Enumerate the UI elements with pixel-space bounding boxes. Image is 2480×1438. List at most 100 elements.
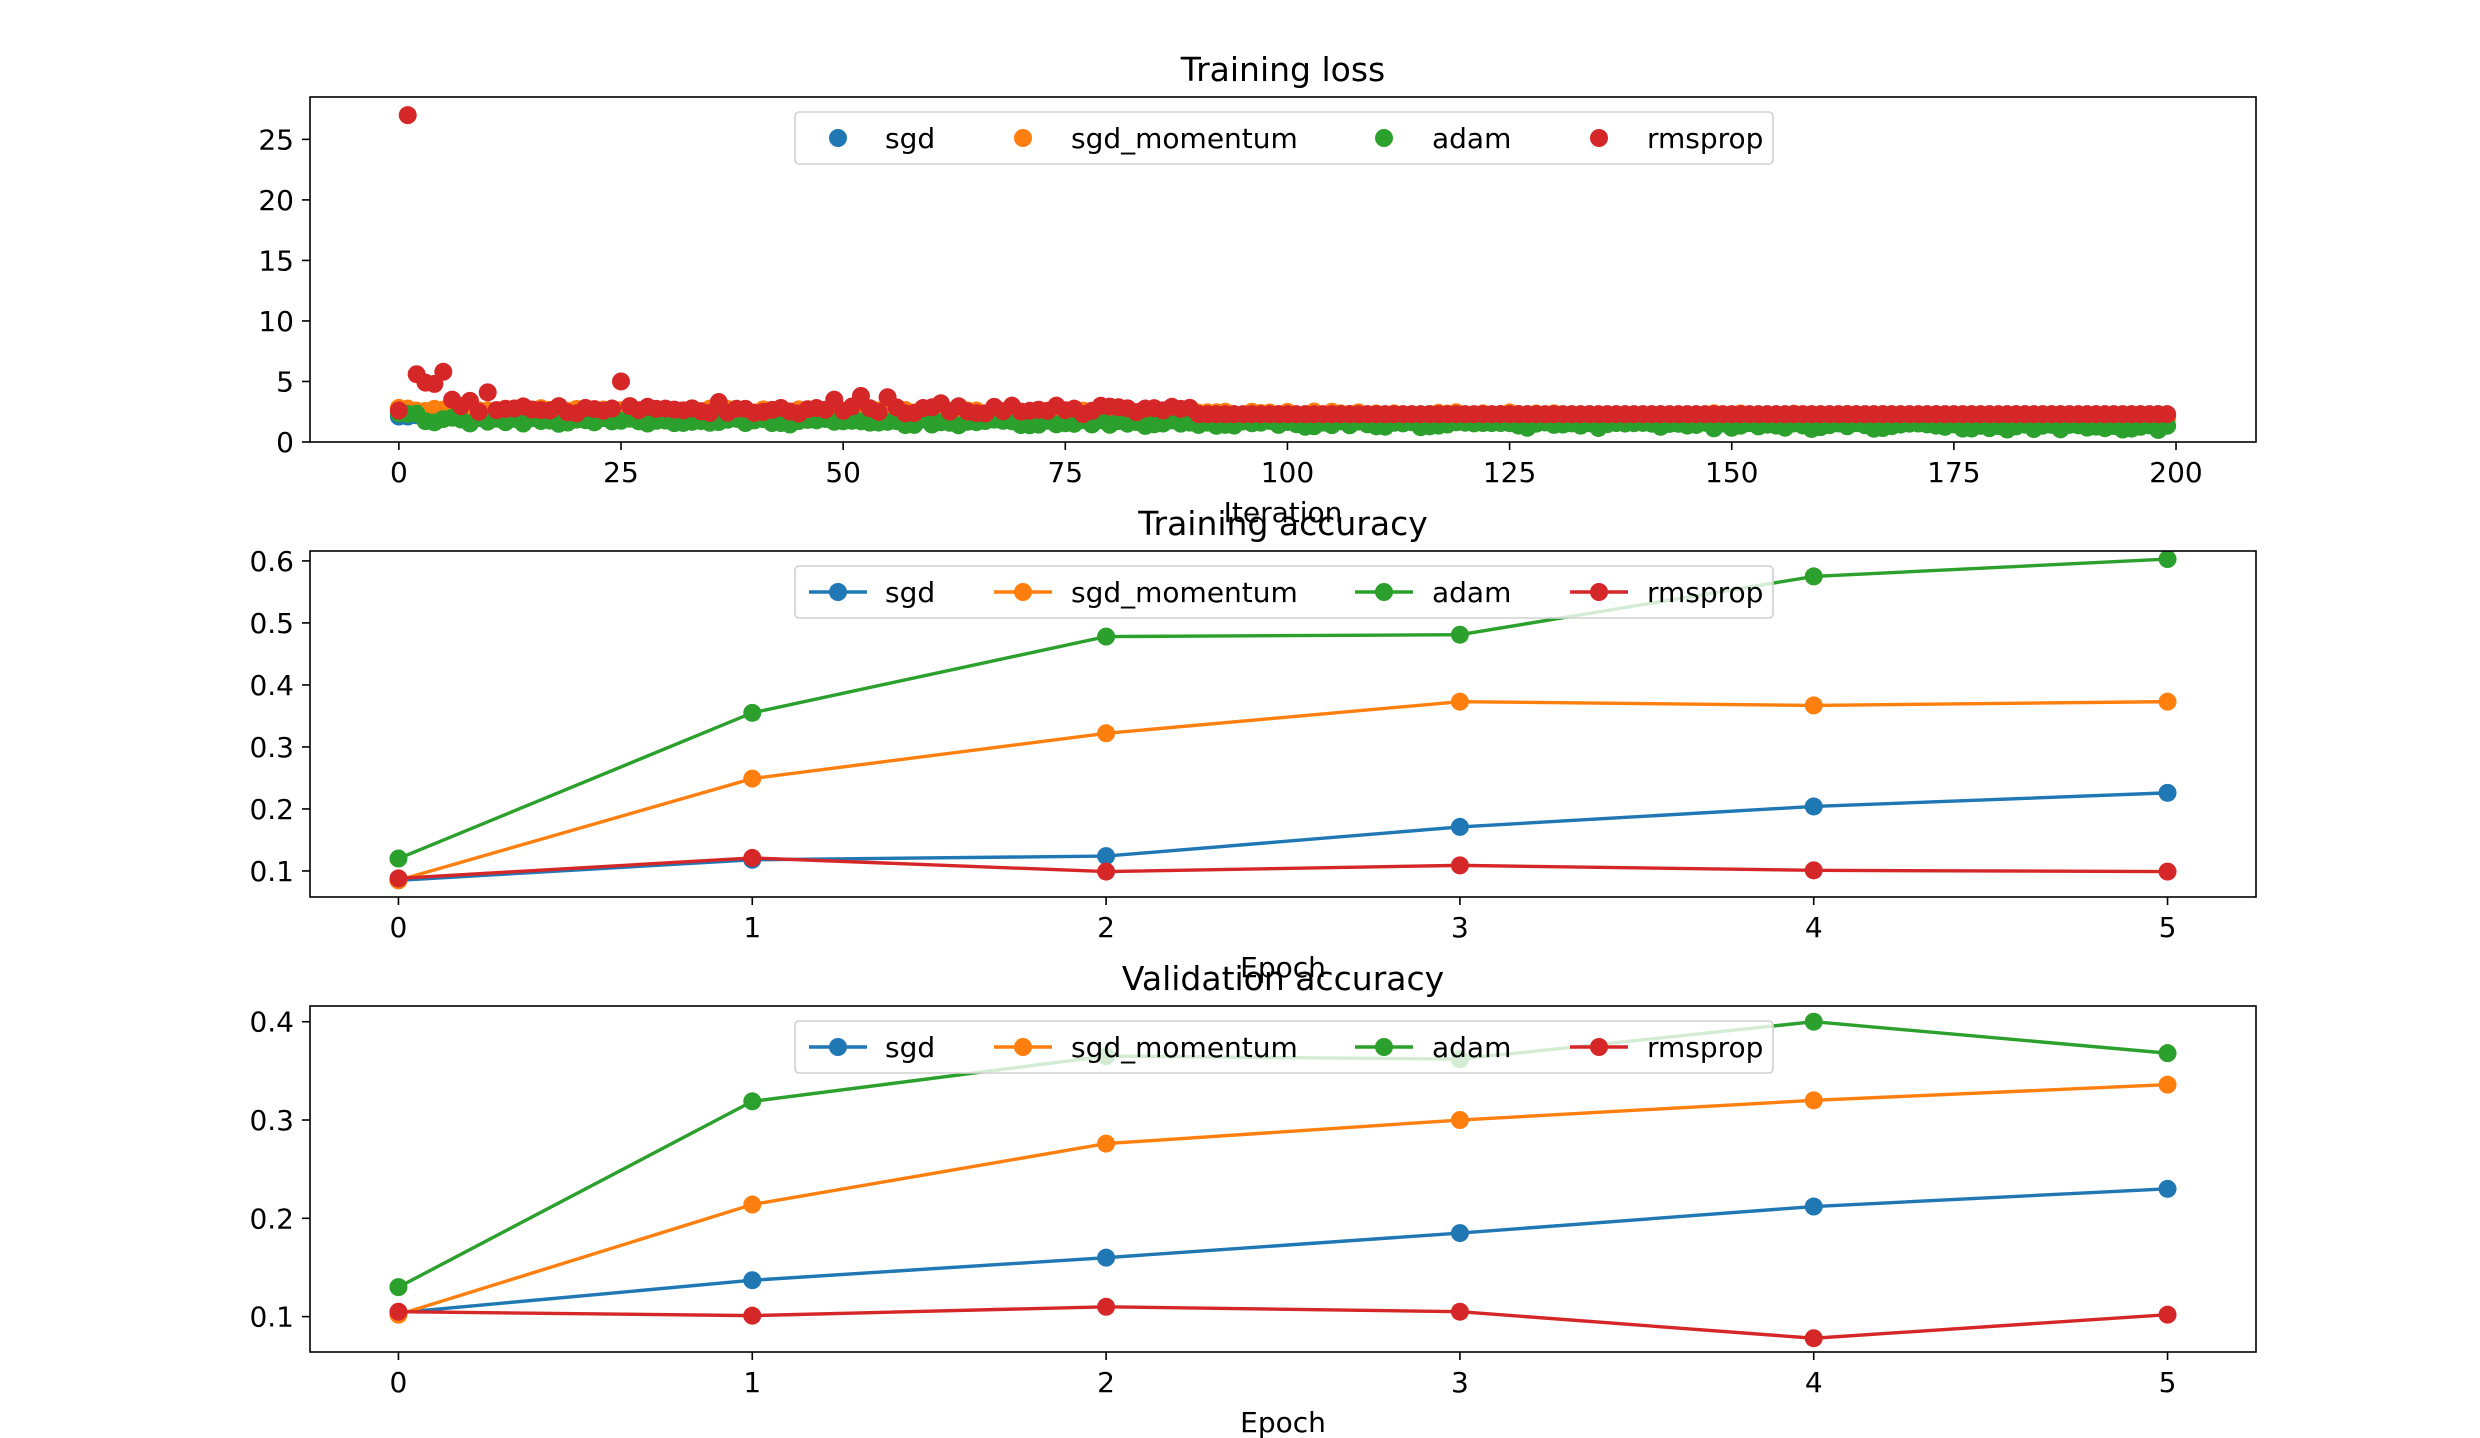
line-adam [397, 557, 2168, 861]
series-sgd_momentum [389, 692, 2177, 890]
x-axis-label: Epoch [1240, 1406, 1326, 1438]
x-tick-label: 0 [390, 911, 408, 944]
point-sgd_momentum-3 [1450, 692, 1469, 711]
y-tick-label: 0.3 [249, 731, 294, 764]
x-tick-label: 0 [390, 456, 408, 489]
legend-item-sgd_momentum: sgd_momentum [1014, 122, 1298, 155]
plot-area [389, 106, 2177, 439]
point-sgd-5 [2158, 783, 2177, 802]
legend-box [794, 565, 1774, 619]
y-tick-label: 5 [276, 365, 294, 398]
point-rmsprop-0 [389, 1302, 408, 1321]
legend-label-sgd_momentum: sgd_momentum [1071, 122, 1298, 155]
chart-title: Training accuracy [1137, 504, 1428, 543]
y-tick-label: 0.3 [249, 1104, 294, 1137]
legend-item-rmsprop: rmsprop [1570, 1031, 1763, 1064]
x-tick-label: 100 [1261, 456, 1314, 489]
legend: sgd sgd_momentum adam rmsprop [794, 1020, 1774, 1074]
point-sgd-2 [1097, 847, 1116, 866]
series-sgd_momentum [389, 1075, 2177, 1324]
axes-frame [309, 96, 2257, 443]
point-rmsprop-2 [1097, 1297, 1116, 1316]
legend-box [794, 111, 1774, 165]
x-tick-label: 0 [390, 1366, 408, 1399]
point-rmsprop-4 [1804, 861, 1823, 880]
point-rmsprop-1 [743, 848, 762, 867]
x-tick-label: 2 [1097, 911, 1115, 944]
chart-panel-3: 0 1 2 3 4 5 0.1 0.2 0.3 0.4 Validation accuracy Epo… [249, 959, 2257, 1438]
x-tick-label: 175 [1927, 456, 1980, 489]
x-tick-label: 3 [1451, 911, 1469, 944]
axes-frame [309, 550, 2257, 898]
point-rmsprop-5 [434, 362, 453, 381]
point-sgd-4 [1804, 797, 1823, 816]
point-rmsprop-10 [478, 383, 497, 402]
legend-label-adam: adam [1432, 122, 1511, 155]
series-sgd [389, 783, 2177, 890]
point-sgd-1 [743, 1271, 762, 1290]
legend-marker-rmsprop [1590, 129, 1608, 147]
plot-area [389, 551, 2177, 890]
chart-panel-1: 0 25 50 75 100 125 150 175 200 0 5 10 15 20 25 Training… [258, 50, 2257, 529]
series-sgd [389, 1179, 2177, 1322]
legend-label-rmsprop: rmsprop [1647, 1031, 1763, 1064]
point-rmsprop-1 [743, 1306, 762, 1325]
series-rmsprop [389, 1297, 2177, 1348]
x-tick-label: 1 [743, 1366, 761, 1399]
series-rmsprop [389, 848, 2177, 888]
x-tick-label: 4 [1805, 911, 1823, 944]
point-sgd_momentum-1 [743, 1195, 762, 1214]
y-tick-label: 0.6 [249, 545, 294, 578]
legend-label-rmsprop: rmsprop [1647, 576, 1763, 609]
legend-item-adam: adam [1375, 122, 1511, 155]
legend-item-sgd: sgd [809, 576, 935, 609]
line-sgd_momentum [397, 1082, 2168, 1317]
legend-label-sgd: sgd [885, 1031, 935, 1064]
y-tick-label: 0.5 [249, 607, 294, 640]
x-tick-label: 75 [1047, 456, 1083, 489]
legend-label-rmsprop: rmsprop [1647, 122, 1763, 155]
y-tick-label: 0.4 [249, 1006, 294, 1039]
y-tick-label: 0.1 [249, 1301, 294, 1334]
point-rmsprop-0 [389, 401, 408, 420]
point-sgd_momentum-5 [2158, 1075, 2177, 1094]
y-tick-label: 25 [258, 123, 294, 156]
point-adam-0 [389, 1278, 408, 1297]
legend-marker-adam [1375, 1038, 1393, 1056]
point-sgd_momentum-2 [1097, 724, 1116, 743]
x-tick-label: 125 [1483, 456, 1536, 489]
legend-marker-rmsprop [1590, 1038, 1608, 1056]
point-sgd_momentum-2 [1097, 1134, 1116, 1153]
legend-marker-sgd [829, 1038, 847, 1056]
point-sgd_momentum-4 [1804, 1091, 1823, 1110]
point-adam-5 [2158, 1044, 2177, 1063]
y-tick-label: 0 [276, 426, 294, 459]
point-rmsprop-54 [869, 402, 888, 421]
y-tick-label: 0.4 [249, 669, 294, 702]
point-rmsprop-5 [2158, 1305, 2177, 1324]
point-sgd-3 [1450, 817, 1469, 836]
point-rmsprop-9 [469, 402, 488, 421]
point-rmsprop-0 [389, 869, 408, 888]
y-tick-label: 0.2 [249, 1202, 294, 1235]
legend-marker-sgd_momentum [1014, 583, 1032, 601]
legend: sgd sgd_momentum adam rmsprop [794, 565, 1774, 619]
legend-item-rmsprop: rmsprop [1590, 122, 1763, 155]
point-sgd_momentum-4 [1804, 696, 1823, 715]
point-adam-3 [1450, 625, 1469, 644]
point-sgd-4 [1804, 1197, 1823, 1216]
legend-item-sgd_momentum: sgd_momentum [994, 1031, 1298, 1064]
chart-title: Validation accuracy [1122, 959, 1444, 998]
x-tick-label: 25 [603, 456, 639, 489]
x-tick-label: 1 [743, 911, 761, 944]
legend-label-sgd: sgd [885, 122, 935, 155]
line-sgd [398, 1187, 2168, 1315]
x-tick-label: 2 [1097, 1366, 1115, 1399]
x-axis-label: Epoch [1240, 951, 1326, 984]
legend-item-adam: adam [1355, 576, 1511, 609]
series-adam [389, 551, 2177, 868]
point-rmsprop-5 [2158, 862, 2177, 881]
legend-label-sgd: sgd [885, 576, 935, 609]
legend-marker-adam [1375, 129, 1393, 147]
